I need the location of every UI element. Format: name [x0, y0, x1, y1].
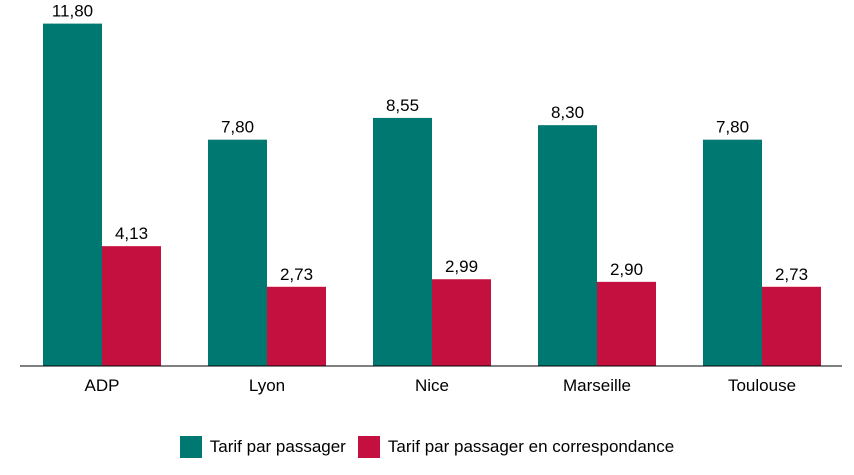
data-labels-layer: 11,80 4,13 7,80 2,73 8,55 2,99 8,30 2,90 7,80 2,7…: [52, 2, 808, 284]
x-tick-label-adp: ADP: [85, 376, 120, 395]
legend-item-series-1: Tarif par passager: [179, 436, 346, 458]
bar-adp-series-1: [43, 23, 102, 366]
legend: Tarif par passager Tarif par passager en…: [0, 436, 854, 458]
bar-marseille-series-2: [597, 281, 656, 366]
x-tick-labels-layer: ADP Lyon Nice Marseille Toulouse: [85, 376, 797, 395]
bar-adp-series-2: [102, 246, 161, 366]
bar-toulouse-series-2: [762, 286, 821, 366]
legend-item-series-2: Tarif par passager en correspondance: [357, 436, 675, 458]
bar-marseille-series-1: [538, 125, 597, 366]
legend-label-series-2: Tarif par passager en correspondance: [387, 437, 675, 456]
data-label-toulouse-series-2: 2,73: [775, 265, 808, 284]
bar-lyon-series-2: [267, 286, 326, 366]
data-label-nice-series-2: 2,99: [445, 257, 478, 276]
bar-lyon-series-1: [208, 139, 267, 366]
bar-chart: 11,80 4,13 7,80 2,73 8,55 2,99 8,30 2,90 7,80 2,7…: [20, 2, 842, 395]
bar-nice-series-2: [432, 279, 491, 366]
bars-layer: [43, 23, 821, 366]
legend-swatch-series-2: [357, 436, 380, 458]
data-label-lyon-series-1: 7,80: [221, 118, 254, 137]
bar-nice-series-1: [373, 117, 432, 366]
x-tick-label-marseille: Marseille: [563, 376, 631, 395]
legend-label-series-1: Tarif par passager: [209, 437, 346, 456]
data-label-adp-series-2: 4,13: [115, 224, 148, 243]
bar-toulouse-series-1: [703, 139, 762, 366]
data-label-marseille-series-2: 2,90: [610, 260, 643, 279]
data-label-adp-series-1: 11,80: [52, 2, 93, 21]
data-label-marseille-series-1: 8,30: [551, 103, 584, 122]
data-label-lyon-series-2: 2,73: [280, 265, 313, 284]
data-label-nice-series-1: 8,55: [386, 96, 419, 115]
legend-swatch-series-1: [179, 436, 202, 458]
x-tick-label-lyon: Lyon: [249, 376, 285, 395]
x-tick-label-nice: Nice: [415, 376, 449, 395]
data-label-toulouse-series-1: 7,80: [716, 118, 749, 137]
x-tick-label-toulouse: Toulouse: [728, 376, 796, 395]
